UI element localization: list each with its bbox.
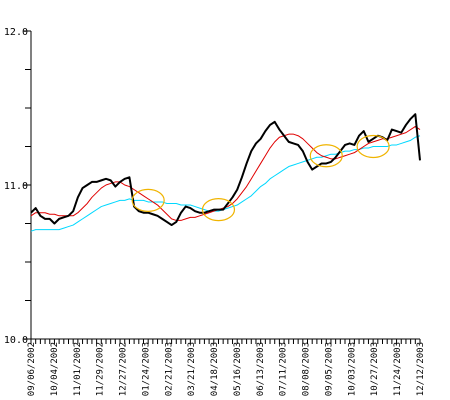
x-tick-label: 05/16/2003 [233, 342, 243, 396]
y-tick-label: 12.0 [4, 27, 28, 38]
crossover-highlight [309, 144, 343, 168]
x-tick-label: 10/04/2002 [50, 342, 60, 396]
highlight-markers [131, 134, 390, 222]
x-tick-label: 12/27/2002 [119, 342, 129, 396]
x-tick-label: 11/29/2002 [96, 342, 106, 396]
y-tick-label: 11.0 [4, 181, 28, 192]
x-tick-label: 09/05/2003 [324, 342, 334, 396]
series-line-ma-long [30, 135, 421, 232]
x-tick-label: 10/03/2003 [347, 342, 357, 396]
x-tick-label: 03/21/2003 [187, 342, 197, 396]
crossover-highlight [201, 198, 236, 222]
x-tick-label: 11/01/2002 [73, 342, 83, 396]
x-tick-label: 07/11/2003 [279, 342, 289, 396]
y-tick-label: 10.0 [4, 335, 28, 346]
series-line-price [30, 113, 421, 227]
axes [30, 31, 420, 340]
x-tick-label: 09/06/2002 [27, 342, 37, 396]
x-tick-label: 06/13/2003 [256, 342, 266, 396]
x-tick-label: 12/12/2003 [416, 342, 426, 396]
series-lines [30, 113, 421, 232]
x-tick-label: 01/24/2003 [141, 342, 151, 396]
crossover-highlight [356, 134, 390, 159]
x-tick-label: 04/18/2003 [210, 342, 220, 396]
crossover-highlight [131, 188, 165, 212]
x-tick-label: 11/24/2003 [393, 342, 403, 396]
x-tick-label: 02/21/2003 [164, 342, 174, 396]
x-axis-ticks: 09/06/2002 10/04/2002 11/01/2002 11/29/2002… [27, 339, 426, 396]
y-axis-ticks: 10.0 11.0 12.0 [4, 27, 31, 346]
x-tick-label: 08/08/2003 [302, 342, 312, 396]
x-tick-label: 10/27/2003 [370, 342, 380, 396]
